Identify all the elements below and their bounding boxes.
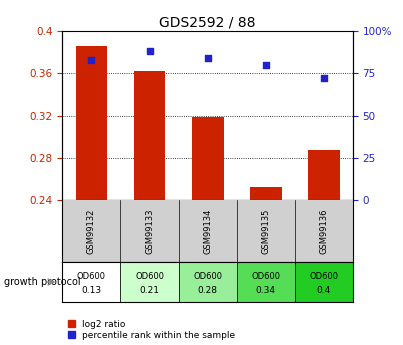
Point — [262, 62, 269, 68]
Bar — [120, 262, 179, 302]
Text: GSM99133: GSM99133 — [145, 208, 154, 254]
Bar — [249, 187, 282, 200]
Bar — [237, 262, 295, 302]
Legend: log2 ratio, percentile rank within the sample: log2 ratio, percentile rank within the s… — [67, 319, 236, 341]
Text: GSM99135: GSM99135 — [261, 208, 270, 254]
Point — [88, 57, 95, 62]
Text: OD600: OD600 — [251, 272, 280, 280]
Text: 0.4: 0.4 — [316, 286, 331, 295]
Point — [320, 76, 327, 81]
Point — [204, 55, 211, 61]
Title: GDS2592 / 88: GDS2592 / 88 — [159, 16, 256, 30]
Point — [146, 49, 153, 54]
Text: 0.34: 0.34 — [256, 286, 276, 295]
Text: GSM99134: GSM99134 — [203, 208, 212, 254]
Bar — [62, 262, 120, 302]
Text: OD600: OD600 — [77, 272, 106, 280]
Bar — [75, 46, 108, 200]
Bar — [179, 262, 237, 302]
Bar — [191, 117, 224, 200]
Text: OD600: OD600 — [193, 272, 222, 280]
Text: OD600: OD600 — [135, 272, 164, 280]
Text: growth protocol: growth protocol — [4, 277, 81, 287]
Text: 0.21: 0.21 — [139, 286, 160, 295]
Text: GSM99132: GSM99132 — [87, 208, 96, 254]
Bar — [307, 150, 340, 200]
Bar — [295, 262, 353, 302]
Text: GSM99136: GSM99136 — [319, 208, 328, 254]
Text: 0.28: 0.28 — [197, 286, 218, 295]
Text: 0.13: 0.13 — [81, 286, 102, 295]
Text: OD600: OD600 — [309, 272, 338, 280]
Bar — [133, 71, 166, 200]
